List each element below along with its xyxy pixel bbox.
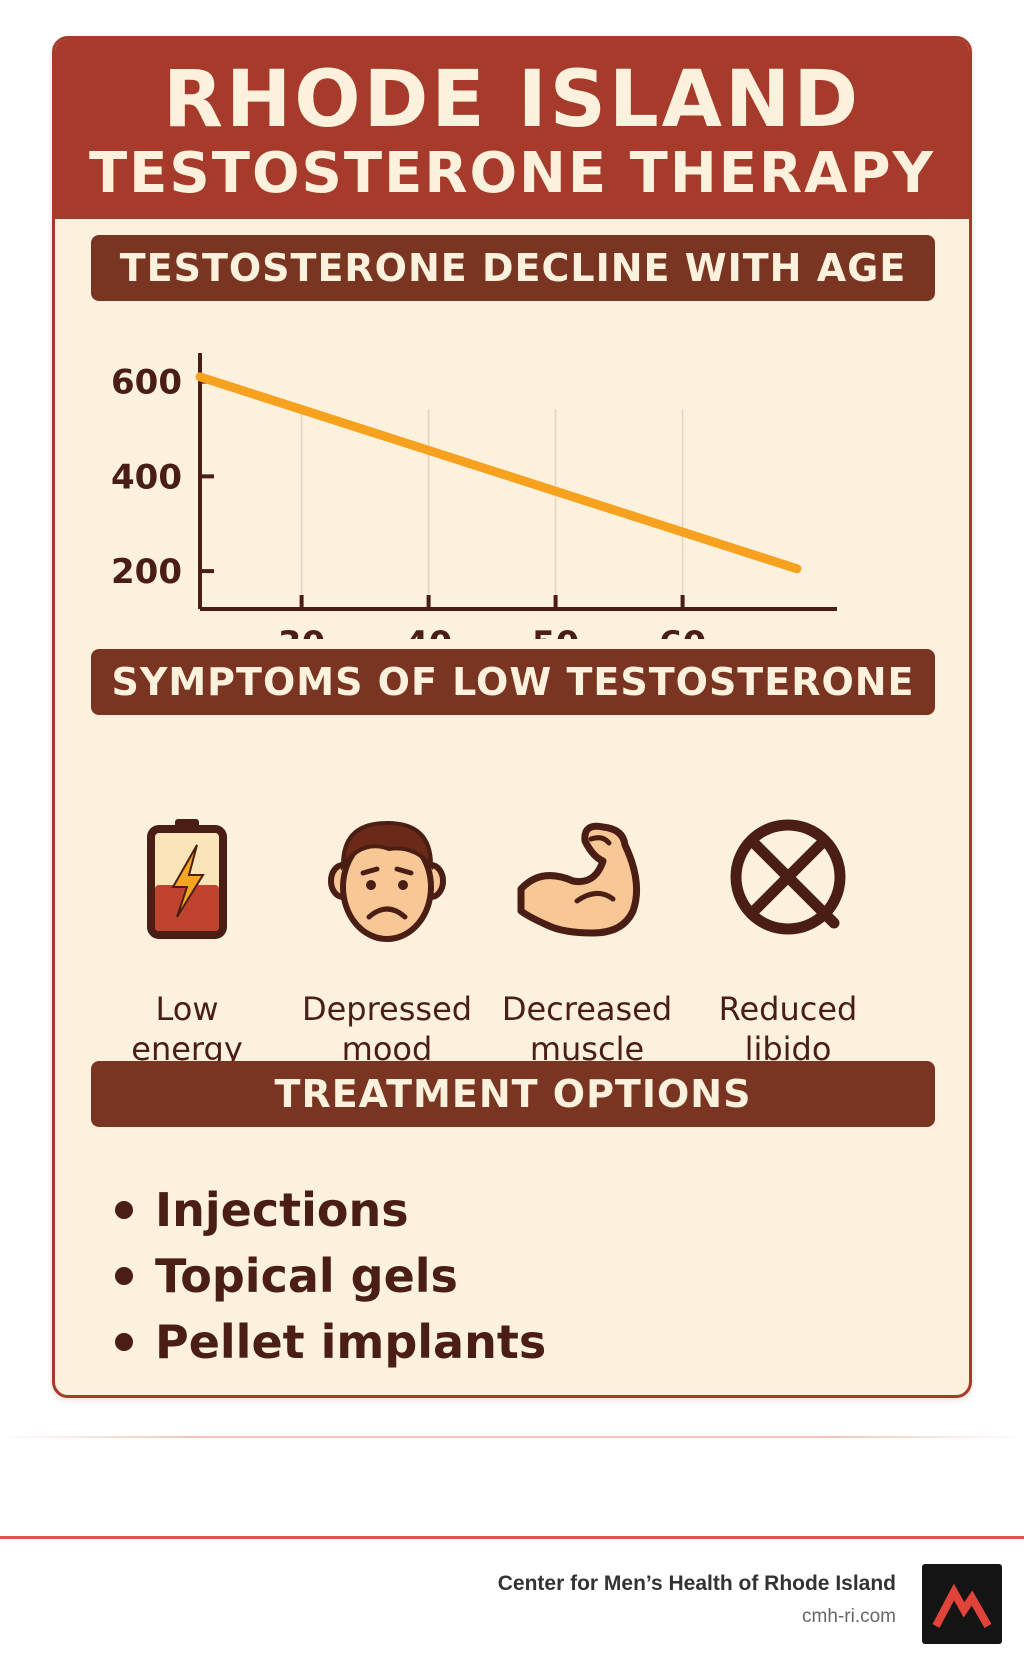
- footer-rule: [0, 1536, 1024, 1539]
- x-tick-label: 40: [405, 624, 452, 639]
- x-tick-label: 50: [532, 624, 579, 639]
- symptoms-section-banner: SYMPTOMS OF LOW TESTOSTERONE: [91, 649, 935, 715]
- infographic-card: RHODE ISLAND TESTOSTERONE THERAPY TESTOS…: [52, 36, 972, 1398]
- chart-axes: [198, 353, 837, 611]
- sad-face-icon: [328, 820, 446, 942]
- testosterone-decline-chart: 30 40 50 60 200 400 600: [111, 353, 837, 639]
- treatment-item: Pellet implants: [115, 1309, 546, 1375]
- symptom-circle: [694, 783, 882, 971]
- symptom-label: Depressed mood: [301, 990, 473, 1068]
- title-line-2: TESTOSTERONE THERAPY: [88, 141, 936, 206]
- x-tick-label: 60: [659, 624, 706, 639]
- treatment-section-banner: TREATMENT OPTIONS: [91, 1061, 935, 1127]
- treatment-item: Injections: [115, 1177, 546, 1243]
- chart-series: [195, 372, 802, 574]
- treatment-label: Pellet implants: [155, 1315, 547, 1369]
- treatment-label: Topical gels: [155, 1249, 458, 1303]
- y-tick-label: 400: [111, 457, 182, 497]
- bullet-icon: [115, 1201, 133, 1219]
- title-header: RHODE ISLAND TESTOSTERONE THERAPY: [55, 39, 969, 219]
- divider-line: [0, 1436, 1024, 1438]
- y-tick-label: 200: [111, 552, 182, 592]
- x-tick-label: 30: [278, 624, 325, 639]
- series-line: [195, 372, 802, 574]
- flexed-arm-icon: [517, 822, 641, 937]
- treatment-item: Topical gels: [115, 1243, 546, 1309]
- mountain-logo-icon: [922, 1564, 1002, 1644]
- symptom-circle: [93, 783, 281, 971]
- symptom-label: Reduced libido: [718, 990, 858, 1068]
- symptom-circle: [493, 783, 681, 971]
- crossed-circle-icon: [730, 819, 846, 935]
- symptom-label: Low energy: [131, 990, 243, 1068]
- title-line-1: RHODE ISLAND: [162, 55, 862, 145]
- chart-gridlines: [300, 409, 684, 609]
- y-tick-label: 600: [111, 363, 182, 403]
- bullet-icon: [115, 1267, 133, 1285]
- battery-icon: [147, 819, 227, 939]
- symptom-depressed-mood: Depressed mood: [292, 783, 482, 1069]
- treatment-list: Injections Topical gels Pellet implants: [115, 1177, 546, 1375]
- footer-organization: Center for Men’s Health of Rhode Island: [497, 1572, 896, 1595]
- chart-ticks: 30 40 50 60 200 400 600: [111, 363, 706, 639]
- treatment-label: Injections: [155, 1183, 409, 1237]
- symptom-reduced-libido: Reduced libido: [693, 783, 883, 1069]
- chart-section-banner: TESTOSTERONE DECLINE WITH AGE: [91, 235, 935, 301]
- symptom-low-energy: Low energy: [92, 783, 282, 1069]
- bullet-icon: [115, 1333, 133, 1351]
- footer-url-link[interactable]: cmh-ri.com: [802, 1606, 896, 1627]
- symptom-circle: [293, 783, 481, 971]
